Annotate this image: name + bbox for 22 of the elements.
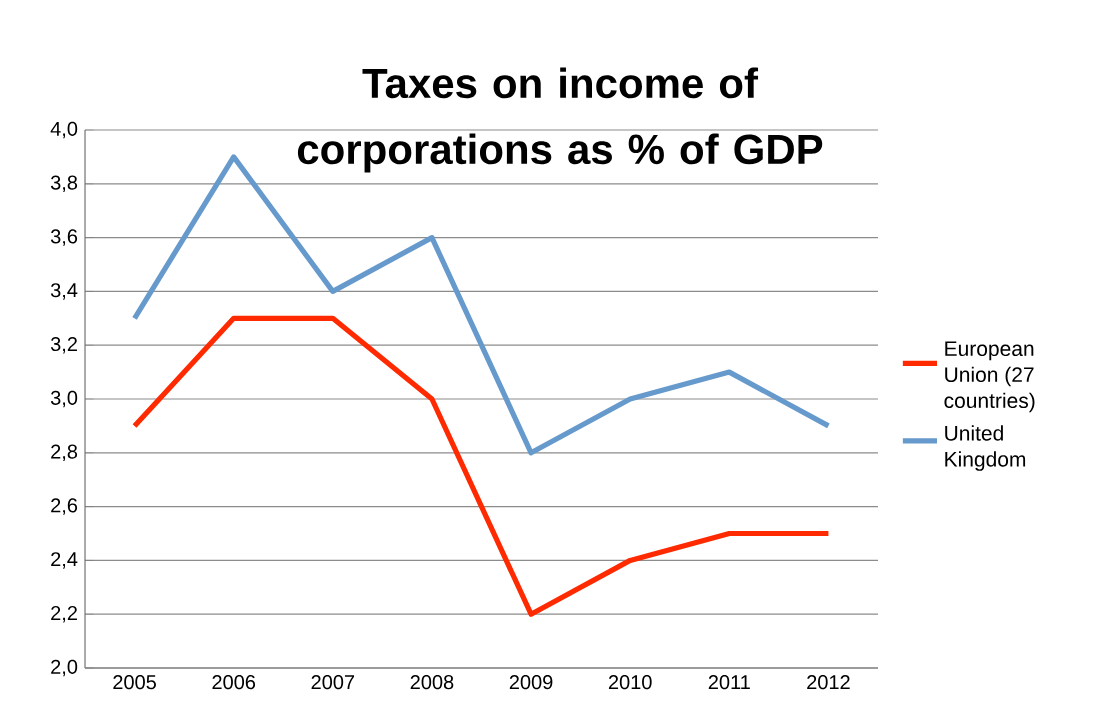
x-tick-label: 2007 bbox=[311, 675, 355, 690]
x-tick-label: 2009 bbox=[509, 675, 553, 690]
chart-title: Taxes on income of corporations as % of GDP bbox=[297, 67, 823, 173]
y-tick-label: 2,8 bbox=[51, 444, 78, 462]
y-tick-label: 3,4 bbox=[50, 283, 78, 300]
x-tick-label: 2005 bbox=[113, 675, 156, 690]
y-tick-label: 3,8 bbox=[50, 175, 78, 193]
y-tick-label: 3,6 bbox=[50, 229, 78, 246]
y-tick-label: 3,2 bbox=[50, 336, 77, 354]
x-tick-label: 2008 bbox=[410, 675, 454, 690]
y-tick-label: 2,4 bbox=[51, 552, 78, 569]
x-tick-label: 2006 bbox=[212, 675, 256, 690]
x-tick-label: 2010 bbox=[608, 675, 652, 690]
y-tick-label: 2,6 bbox=[51, 498, 78, 515]
y-tick-label: 2,0 bbox=[51, 659, 78, 677]
x-tick-label: 2012 bbox=[807, 675, 850, 690]
legend-label: United Kingdom bbox=[945, 425, 1026, 471]
legend-label: European Union (27 countries) bbox=[944, 341, 1035, 413]
y-tick-label: 4,0 bbox=[50, 121, 78, 139]
x-tick-label: 2011 bbox=[708, 675, 750, 690]
y-tick-label: 2,2 bbox=[51, 605, 77, 623]
y-tick-label: 3,0 bbox=[50, 390, 78, 408]
